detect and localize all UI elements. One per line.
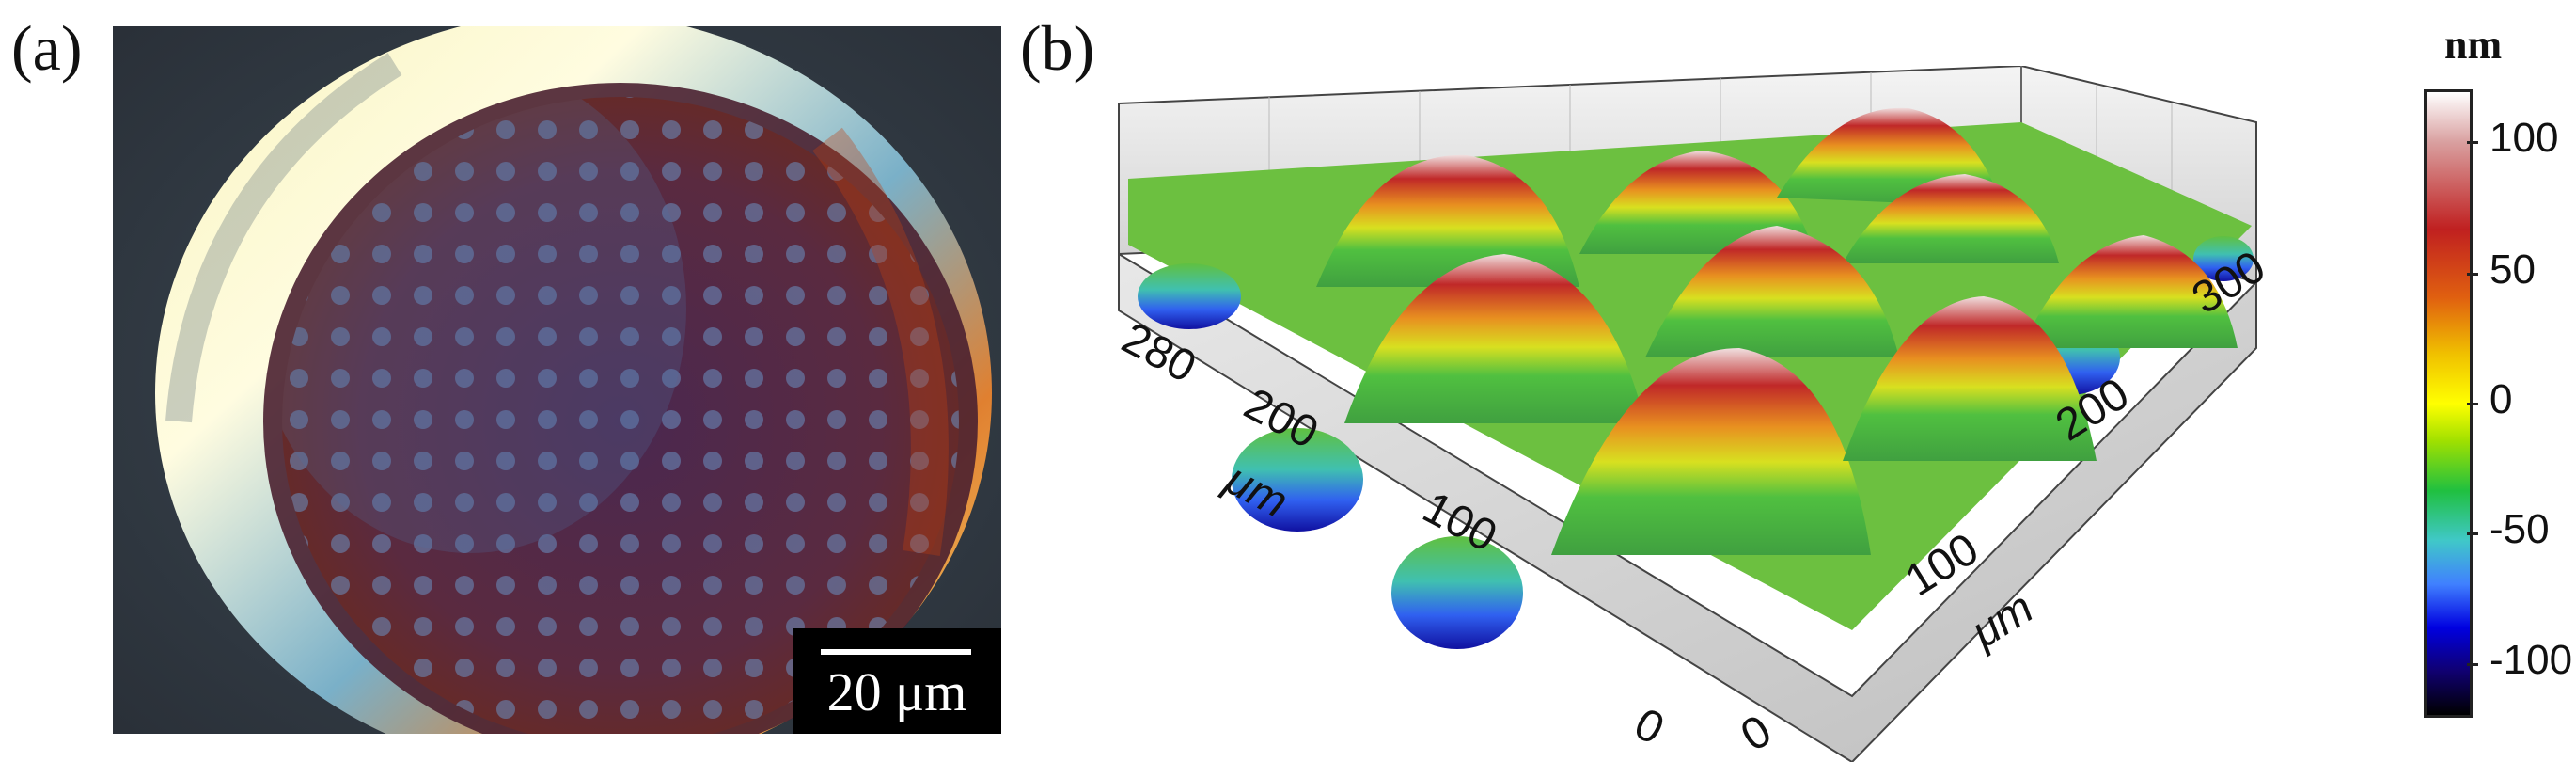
surface-plot: 280 200 100 0 μm 0 100 200 300 μm	[1100, 66, 2341, 762]
colorbar-mark	[2467, 663, 2478, 666]
scale-bar-label: 20 μm	[826, 661, 967, 722]
micrograph-image: 20 μm	[113, 26, 1001, 734]
micrograph-svg	[113, 26, 1001, 734]
y-tick-0: 0	[1626, 699, 1672, 754]
surface-plot-svg: 280 200 100 0 μm 0 100 200 300 μm	[1114, 66, 2274, 762]
panel-a-label: (a)	[11, 12, 83, 84]
colorbar-mark	[2467, 273, 2478, 276]
scale-bar-line	[821, 649, 971, 655]
scale-bar: 20 μm	[793, 628, 1001, 734]
colorbar-tick-0: 0	[2490, 376, 2513, 422]
colorbar-mark	[2467, 403, 2478, 405]
colorbar-mark	[2467, 532, 2478, 535]
colorbar-mark	[2467, 141, 2478, 144]
colorbar-unit: nm	[2444, 22, 2503, 68]
colorbar-tick-minus-100: -100	[2490, 637, 2573, 683]
colorbar-tick-50: 50	[2490, 246, 2536, 293]
colorbar-tick-minus-50: -50	[2490, 506, 2550, 552]
colorbar	[2424, 89, 2473, 718]
colorbar-tick-100: 100	[2490, 115, 2559, 161]
panel-b-label: (b)	[1020, 12, 1095, 84]
